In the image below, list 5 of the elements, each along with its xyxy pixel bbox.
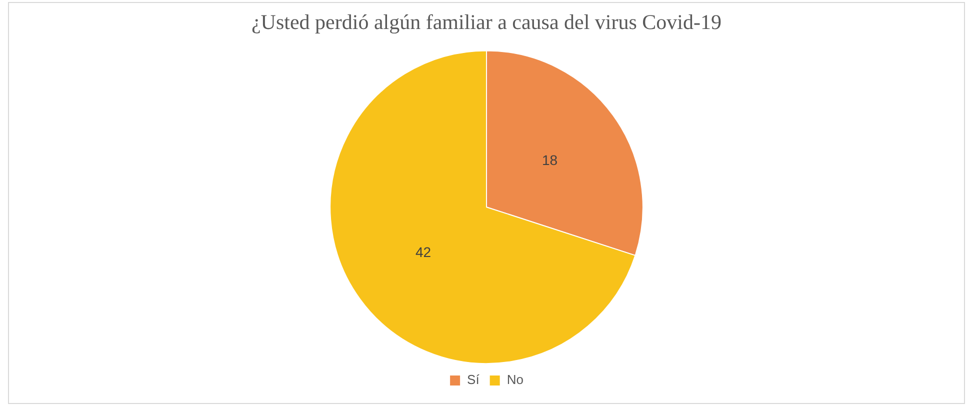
data-label: 18	[542, 152, 558, 168]
chart-title: ¿Usted perdió algún familiar a causa del virus Covid-19	[251, 10, 722, 34]
legend-label: No	[506, 372, 524, 388]
legend-label: Sí	[467, 372, 480, 388]
data-label: 42	[415, 244, 432, 260]
